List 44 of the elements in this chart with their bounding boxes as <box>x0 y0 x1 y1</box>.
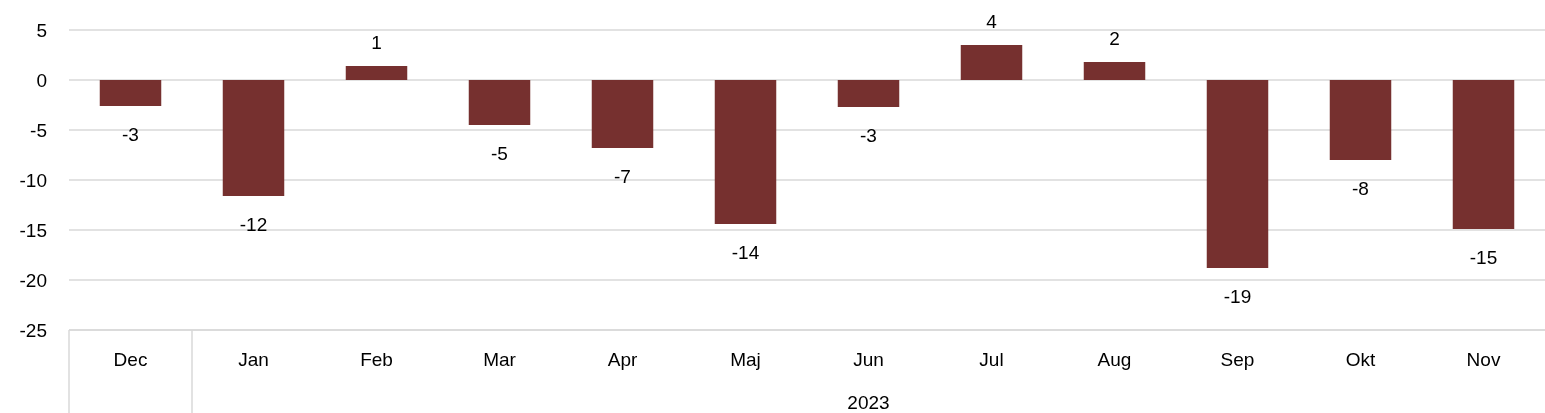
y-tick-label: 5 <box>36 19 47 41</box>
bar <box>837 80 900 107</box>
x-tick-label: Sep <box>1220 349 1255 370</box>
x-tick-label: Dec <box>113 349 148 370</box>
x-tick-label: Nov <box>1466 349 1501 370</box>
bar <box>1329 80 1392 160</box>
bar <box>99 80 162 106</box>
y-tick-label: 0 <box>36 69 47 91</box>
y-tick-label: -5 <box>30 119 47 141</box>
x-tick-label: Maj <box>730 349 761 370</box>
data-label: 2 <box>1109 28 1120 49</box>
data-label: -8 <box>1352 178 1369 199</box>
data-label: -3 <box>860 125 877 146</box>
data-label: -14 <box>731 242 760 263</box>
x-tick-label: Mar <box>483 349 517 370</box>
data-label: -3 <box>122 124 139 145</box>
x-tick-label: Jul <box>979 349 1004 370</box>
bar <box>468 80 531 125</box>
data-label: 4 <box>986 11 998 32</box>
bar <box>1083 62 1146 80</box>
x-tick-label: Jun <box>853 349 884 370</box>
y-tick-label: -20 <box>19 269 47 291</box>
x-tick-label: Apr <box>607 349 638 370</box>
data-label: -19 <box>1223 286 1252 307</box>
y-tick-label: -15 <box>19 219 47 241</box>
data-label: -15 <box>1469 247 1498 268</box>
data-label: -7 <box>614 166 631 187</box>
data-label: -12 <box>239 214 268 235</box>
bar <box>1206 80 1269 268</box>
data-label: -5 <box>491 143 508 164</box>
text: 2023 <box>847 392 890 413</box>
data-label: 1 <box>371 32 382 53</box>
x-tick-label: Okt <box>1345 349 1376 370</box>
bar <box>1452 80 1515 229</box>
bar <box>591 80 654 148</box>
bar <box>345 66 408 80</box>
y-tick-label: -10 <box>19 169 47 191</box>
x-tick-label: Aug <box>1097 349 1132 370</box>
x-tick-label: Jan <box>238 349 269 370</box>
y-tick-label: -25 <box>19 319 47 341</box>
bar <box>714 80 777 224</box>
x-tick-label: Feb <box>360 349 393 370</box>
bar <box>222 80 285 196</box>
bar <box>960 45 1023 80</box>
